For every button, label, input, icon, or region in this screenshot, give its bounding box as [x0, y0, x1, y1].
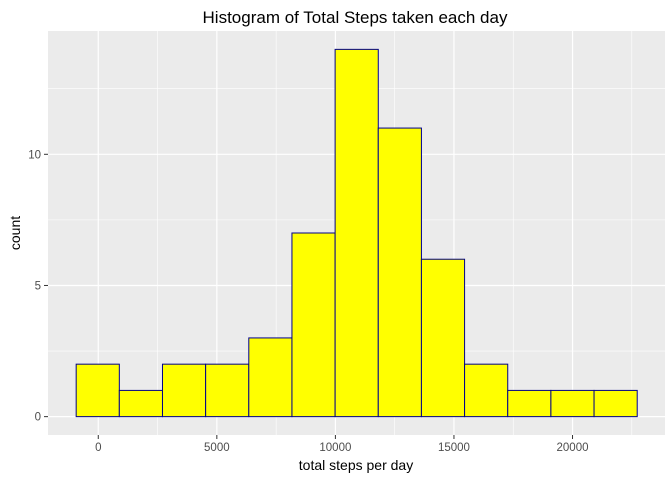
chart-title: Histogram of Total Steps taken each day [203, 8, 508, 27]
x-tick-label: 0 [95, 442, 101, 454]
histogram-bar [464, 363, 509, 418]
histogram-bars [75, 48, 638, 418]
histogram-bar [593, 389, 638, 418]
y-tick-label: 0 [35, 412, 41, 424]
histogram-bar [334, 48, 379, 418]
x-tick-label: 20000 [557, 442, 589, 454]
histogram-bar [291, 232, 336, 418]
x-tick-label: 10000 [319, 442, 351, 454]
x-tick-label: 5000 [204, 442, 230, 454]
histogram-bar [161, 363, 207, 418]
histogram-bar [550, 389, 595, 418]
histogram-bar [75, 363, 120, 418]
y-tick-label: 10 [28, 149, 41, 161]
histogram-bar [205, 363, 250, 418]
histogram-bar [507, 389, 552, 418]
x-axis-title: total steps per day [299, 457, 413, 473]
y-axis-ticks: 0 5 10 [28, 149, 48, 424]
x-tick-label: 15000 [438, 442, 470, 454]
x-axis-ticks: 0 5000 10000 15000 20000 [95, 435, 589, 454]
histogram-bar [248, 337, 293, 418]
y-axis-title: count [7, 216, 23, 250]
histogram-bar [420, 258, 466, 418]
y-tick-label: 5 [35, 280, 41, 292]
histogram-bar [377, 127, 422, 418]
histogram-bar [118, 389, 163, 418]
